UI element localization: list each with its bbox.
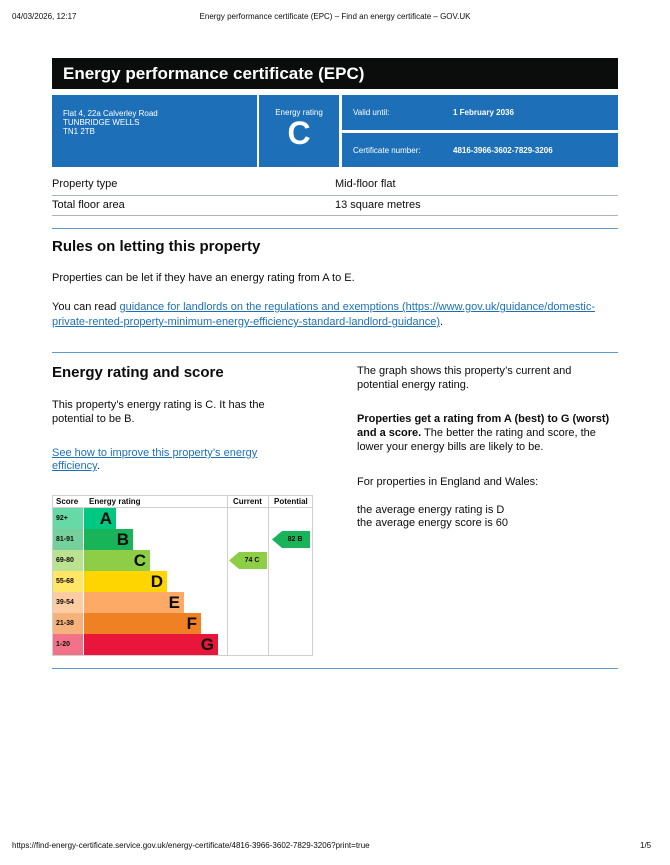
text: . (96, 460, 100, 472)
average-score: the average energy score is 60 (357, 517, 509, 529)
energy-rating-box: Energy rating C (259, 95, 339, 167)
region-text: For properties in England and Wales: (357, 476, 539, 488)
text: You can read (52, 301, 120, 313)
score-band-a: 92+ (53, 508, 83, 529)
energy-rating-chart: Score Energy rating Current Potential 92… (52, 495, 313, 656)
header-current: Current (233, 497, 262, 506)
graph-description: The graph shows this property’s current … (357, 365, 572, 391)
energy-rating-letter: C (287, 115, 311, 151)
score-band-f: 21-38 (53, 613, 83, 634)
certificate-number-label: Certificate number: (353, 146, 421, 155)
print-url: https://find-energy-certificate.service.… (12, 841, 370, 850)
floor-area-label: Total floor area (52, 199, 125, 211)
score-band-b: 81-91 (53, 529, 83, 550)
score-band-g: 1-20 (53, 634, 83, 655)
current-rating-arrow: 74 C (229, 552, 267, 569)
page-title: Energy performance certificate (EPC) (52, 58, 618, 89)
print-datetime: 04/03/2026, 12:17 (12, 12, 77, 21)
header-energy-rating: Energy rating (89, 497, 141, 506)
rules-guidance: You can read guidance for landlords on t… (52, 300, 602, 330)
certificate-number: Certificate number: 4816-3966-3602-7829-… (342, 133, 618, 167)
address-line: TUNBRIDGE WELLS (63, 118, 140, 127)
rating-bar-f: F (84, 613, 201, 634)
improve: See how to improve this property’s energ… (52, 447, 292, 473)
potential-rating-arrow: 82 B (272, 531, 310, 548)
property-type-value: Mid-floor flat (335, 178, 396, 190)
rating-text: This property’s energy rating is C. It h… (52, 399, 265, 425)
valid-until-label: Valid until: (353, 108, 390, 117)
guidance-link[interactable]: guidance for landlords on the regulation… (52, 301, 595, 328)
property-type-label: Property type (52, 178, 118, 190)
text: The better the rating and score, the low… (357, 427, 596, 453)
rating-bar-e: E (84, 592, 184, 613)
address-line: Flat 4, 22a Calverley Road (63, 109, 158, 118)
score-band-e: 39-54 (53, 592, 83, 613)
rules-heading: Rules on letting this property (52, 238, 261, 255)
energy-rating-label: Energy rating (275, 108, 323, 117)
rating-explanation: Properties get a rating from A (best) to… (357, 412, 617, 454)
floor-area-value: 13 square metres (335, 199, 421, 211)
certificate-number-value: 4816-3966-3602-7829-3206 (453, 146, 553, 155)
address: Flat 4, 22a Calverley Road TUNBRIDGE WEL… (52, 95, 257, 167)
text: Properties get a rating from A (best) to… (357, 413, 610, 439)
header-potential: Potential (274, 497, 308, 506)
header-score: Score (56, 497, 79, 506)
rating-bar-g: G (84, 634, 218, 655)
rating-bar-c: C (84, 550, 150, 571)
address-line: TN1 2TB (63, 127, 96, 136)
score-band-d: 55-68 (53, 571, 83, 592)
print-page-number: 1/5 (640, 841, 652, 850)
text: . (440, 316, 444, 328)
rating-bar-b: B (84, 529, 133, 550)
valid-until-value: 1 February 2036 (453, 108, 514, 117)
average-rating: the average energy rating is D (357, 504, 505, 516)
valid-until: Valid until: 1 February 2036 (342, 95, 618, 130)
rating-bar-d: D (84, 571, 167, 592)
improve-link[interactable]: See how to improve this property’s energ… (52, 447, 258, 472)
rating-heading: Energy rating and score (52, 364, 224, 381)
score-band-c: 69-80 (53, 550, 83, 571)
rules-text: Properties can be let if they have an en… (52, 272, 355, 284)
rating-bar-a: A (84, 508, 116, 529)
print-title: Energy performance certificate (EPC) – F… (199, 12, 471, 21)
